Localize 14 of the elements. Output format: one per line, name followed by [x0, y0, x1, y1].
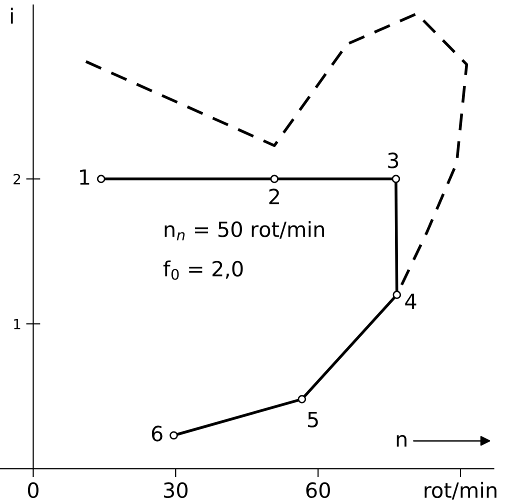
annotation: 4 [405, 294, 416, 309]
annotation: f$_{0}$ = 2,0 [163, 260, 243, 280]
annotation: 5 [308, 412, 318, 428]
annotation: 1 [80, 169, 90, 185]
annotation: 2 [269, 188, 279, 204]
x-tick-label: 0 [28, 482, 38, 498]
x-tick-label: 60 [306, 482, 330, 498]
x-tick-label: rot/min [424, 482, 496, 500]
annotation: 3 [388, 152, 398, 168]
x-axis-title: n [396, 434, 406, 447]
x-tick-label: 30 [164, 482, 188, 498]
annotation: 6 [152, 426, 162, 442]
y-axis-title: i [10, 8, 13, 24]
annotation: n$_{n}$ = 50 rot/min [164, 221, 324, 240]
